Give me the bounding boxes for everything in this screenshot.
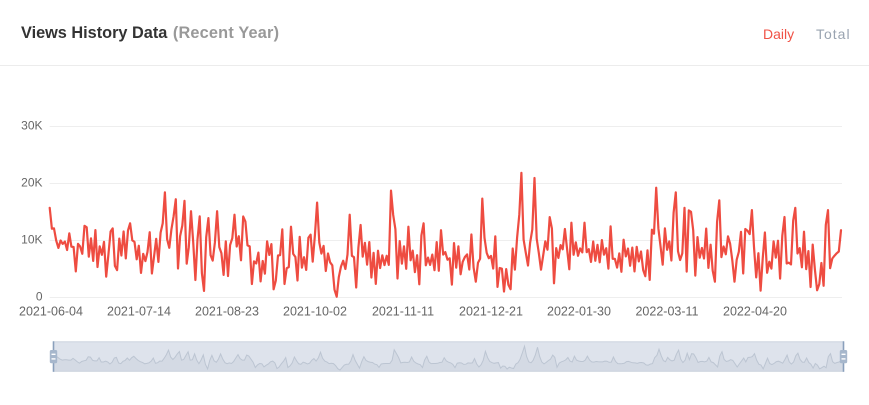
svg-text:2022-03-11: 2022-03-11	[635, 305, 698, 319]
svg-text:2021-06-04: 2021-06-04	[19, 305, 83, 319]
svg-text:20K: 20K	[21, 175, 42, 189]
svg-text:2021-10-02: 2021-10-02	[283, 305, 347, 319]
svg-text:2021-12-21: 2021-12-21	[459, 305, 523, 319]
svg-text:2021-07-14: 2021-07-14	[107, 305, 171, 319]
svg-text:30K: 30K	[21, 118, 42, 132]
svg-text:0: 0	[36, 289, 43, 303]
svg-text:2021-11-11: 2021-11-11	[372, 305, 434, 319]
svg-text:2022-04-20: 2022-04-20	[723, 305, 787, 319]
svg-text:2022-01-30: 2022-01-30	[547, 305, 611, 319]
svg-text:2021-08-23: 2021-08-23	[195, 305, 259, 319]
svg-text:10K: 10K	[21, 232, 42, 246]
